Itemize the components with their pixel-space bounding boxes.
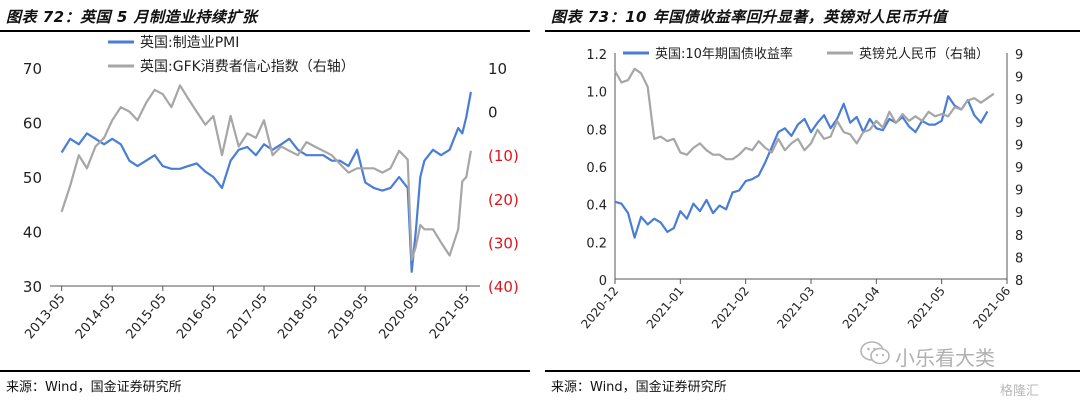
y-left-tick-label: 30	[23, 278, 42, 296]
y-right-tick-label: 8	[1015, 229, 1023, 244]
y-left-tick-label: 1.2	[586, 48, 607, 63]
y-right-tick-label: (10)	[488, 147, 519, 165]
title-rule	[0, 30, 530, 32]
y-right-tick-label: (40)	[488, 278, 519, 296]
chart-panel-right: 图表 73：10 年国债收益率回升显著，英镑对人民币升值 0 0.2 0.4 0.6 0…	[545, 0, 1080, 402]
y-right-tick-label: 8	[1015, 274, 1023, 289]
x-tick-label: 2021-05	[427, 291, 473, 342]
y-right-tick-label: 10	[488, 60, 507, 78]
y-right-tick-label: 9	[1015, 184, 1023, 199]
y-left-tick-label: 0.8	[586, 123, 607, 138]
watermark-text: 小乐看大类	[895, 346, 995, 370]
y-right-tick-label: 8	[1015, 251, 1023, 266]
x-tick-label: 2015-05	[123, 291, 169, 342]
y-left-tick-label: 40	[23, 224, 42, 242]
y-right-tick-label: (30)	[488, 234, 519, 252]
watermark-badge: 格隆汇	[1000, 384, 1040, 399]
y-left-tick-label: 70	[23, 60, 42, 78]
x-tick-label: 2014-05	[73, 291, 119, 342]
y-left-tick-label: 60	[23, 115, 42, 133]
legend-label: 英国:GFK消费者信心指数（右轴）	[140, 58, 355, 75]
y-left-tick-label: 0.2	[586, 236, 607, 251]
source-note: 来源：Wind，国金证券研究所	[551, 380, 727, 395]
x-tick-label: 2020-05	[376, 291, 422, 342]
legend-label: 英国:制造业PMI	[140, 34, 239, 51]
x-tick-label: 2021-01	[644, 284, 687, 331]
source-rule	[0, 370, 530, 372]
y-right-tick-label: 9	[1015, 48, 1023, 63]
x-tick-label: 2020-12	[578, 284, 621, 331]
x-tick-label: 2019-05	[326, 291, 372, 342]
x-tick-label: 2021-05	[905, 284, 948, 331]
y-right-tick-label: 9	[1015, 93, 1023, 108]
x-tick-label: 2021-02	[709, 284, 752, 331]
chart-title: 图表 72：英国 5 月制造业持续扩张	[6, 8, 258, 26]
x-tick-label: 2021-06	[970, 284, 1013, 331]
wechat-logo-icon	[860, 341, 890, 365]
x-tick-label: 2021-03	[774, 284, 817, 331]
source-note: 来源：Wind，国金证券研究所	[6, 380, 182, 395]
y-right-tick-label: 0	[488, 104, 498, 122]
x-tick-label: 2021-04	[840, 284, 883, 331]
y-right-tick-label: 9	[1015, 161, 1023, 176]
y-left-tick-label: 1.0	[586, 86, 607, 101]
y-right-tick-label: 9	[1015, 71, 1023, 86]
x-tick-label: 2018-05	[275, 291, 321, 342]
legend-label: 英镑兑人民币（右轴）	[859, 46, 989, 62]
y-left-tick-label: 0.4	[586, 199, 607, 214]
legend-label: 英国:10年期国债收益率	[655, 46, 793, 62]
y-right-tick-label: 9	[1015, 206, 1023, 221]
x-tick-label: 2013-05	[22, 291, 68, 342]
x-tick-label: 2017-05	[225, 291, 271, 342]
y-right-tick-label: 9	[1015, 116, 1023, 131]
yield-fx-chart: 0 0.2 0.4 0.6 0.8 1.0 1.2 8 8 8 9 9 9 9 9 9 9 9 2020-12 202…	[578, 46, 1023, 331]
series-line-0	[614, 95, 989, 239]
series-line-1	[60, 84, 472, 261]
source-rule	[545, 370, 1080, 372]
series-line-0	[60, 91, 472, 273]
y-right-tick-label: 9	[1015, 138, 1023, 153]
y-left-tick-label: 50	[23, 169, 42, 187]
pmi-chart: 30 40 50 60 70 (40) (30) (20) (10) 0 10 2013-05 2014…	[22, 34, 519, 342]
y-left-tick-label: 0	[599, 274, 607, 289]
x-tick-label: 2016-05	[174, 291, 220, 342]
y-right-tick-label: (20)	[488, 191, 519, 209]
chart-panel-left: 图表 72：英国 5 月制造业持续扩张 30 40 50 60 70 (40) (30) (2…	[0, 0, 530, 402]
chart-title: 图表 73：10 年国债收益率回升显著，英镑对人民币升值	[551, 8, 948, 26]
y-left-tick-label: 0.6	[586, 161, 607, 176]
title-rule	[545, 30, 1080, 32]
series-line-1	[614, 67, 995, 161]
